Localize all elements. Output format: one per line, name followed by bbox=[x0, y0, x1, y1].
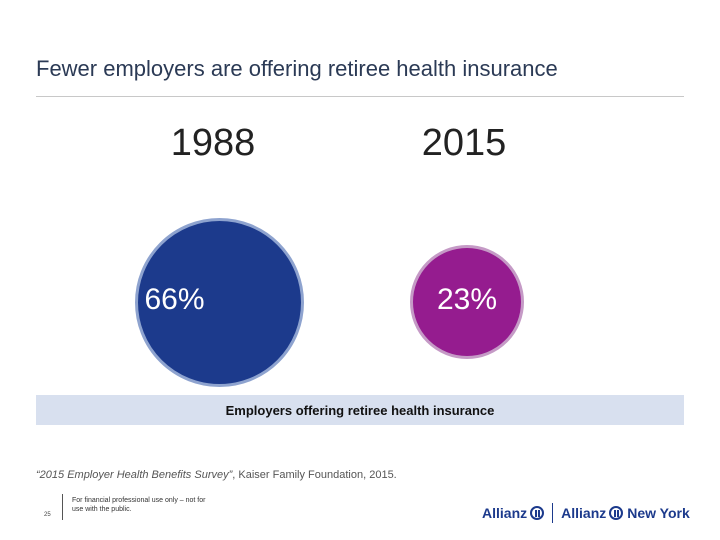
page-number: 25 bbox=[44, 512, 51, 518]
logo-right-suffix: New York bbox=[627, 505, 690, 521]
source-citation: “2015 Employer Health Benefits Survey”, … bbox=[36, 469, 397, 481]
bubble-1988: 66% bbox=[135, 218, 304, 387]
source-rest: , Kaiser Family Foundation, 2015. bbox=[232, 469, 397, 481]
allianz-logo: Allianz Allianz New York bbox=[482, 502, 690, 524]
year-label-1988: 1988 bbox=[170, 122, 256, 164]
chart-caption-band: Employers offering retiree health insura… bbox=[36, 395, 684, 425]
source-title: “2015 Employer Health Benefits Survey” bbox=[36, 469, 233, 481]
title-divider bbox=[36, 96, 684, 97]
bubble-1988-value: 66% bbox=[144, 282, 205, 316]
year-label-2015: 2015 bbox=[421, 122, 507, 164]
allianz-emblem-icon bbox=[609, 506, 624, 520]
logo-right-text: Allianz bbox=[561, 505, 607, 521]
allianz-emblem-icon bbox=[530, 506, 545, 520]
footer-divider bbox=[62, 494, 63, 520]
disclaimer: For financial professional use only – no… bbox=[72, 497, 206, 513]
bubble-2015-value: 23% bbox=[436, 283, 498, 316]
bubble-2015: 23% bbox=[410, 245, 524, 359]
logo-separator bbox=[552, 503, 554, 523]
chart-caption: Employers offering retiree health insura… bbox=[225, 402, 495, 418]
slide-title: Fewer employers are offering retiree hea… bbox=[36, 56, 558, 81]
logo-left-text: Allianz bbox=[482, 505, 528, 521]
